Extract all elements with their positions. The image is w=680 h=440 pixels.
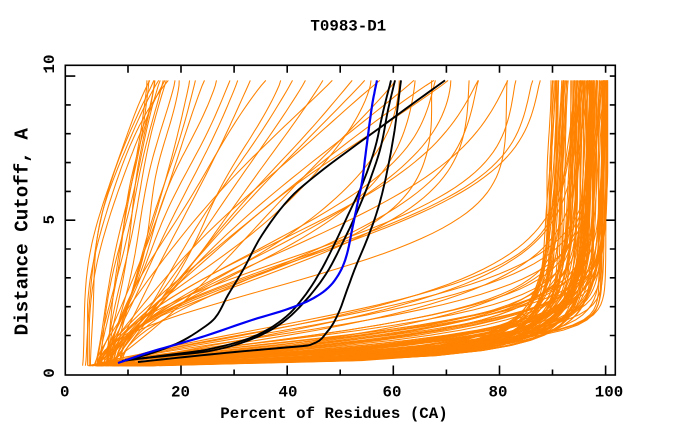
svg-text:0: 0	[41, 368, 59, 377]
svg-text:10: 10	[41, 55, 59, 74]
svg-text:Percent of Residues (CA): Percent of Residues (CA)	[220, 405, 448, 423]
svg-text:40: 40	[279, 383, 298, 401]
svg-text:60: 60	[383, 383, 402, 401]
svg-text:0: 0	[60, 383, 69, 401]
svg-text:Distance Cutoff, A: Distance Cutoff, A	[12, 128, 34, 336]
svg-text:100: 100	[595, 383, 623, 401]
svg-text:5: 5	[41, 215, 59, 224]
svg-text:80: 80	[489, 383, 508, 401]
svg-text:T0983-D1: T0983-D1	[310, 18, 386, 36]
svg-text:20: 20	[171, 383, 190, 401]
